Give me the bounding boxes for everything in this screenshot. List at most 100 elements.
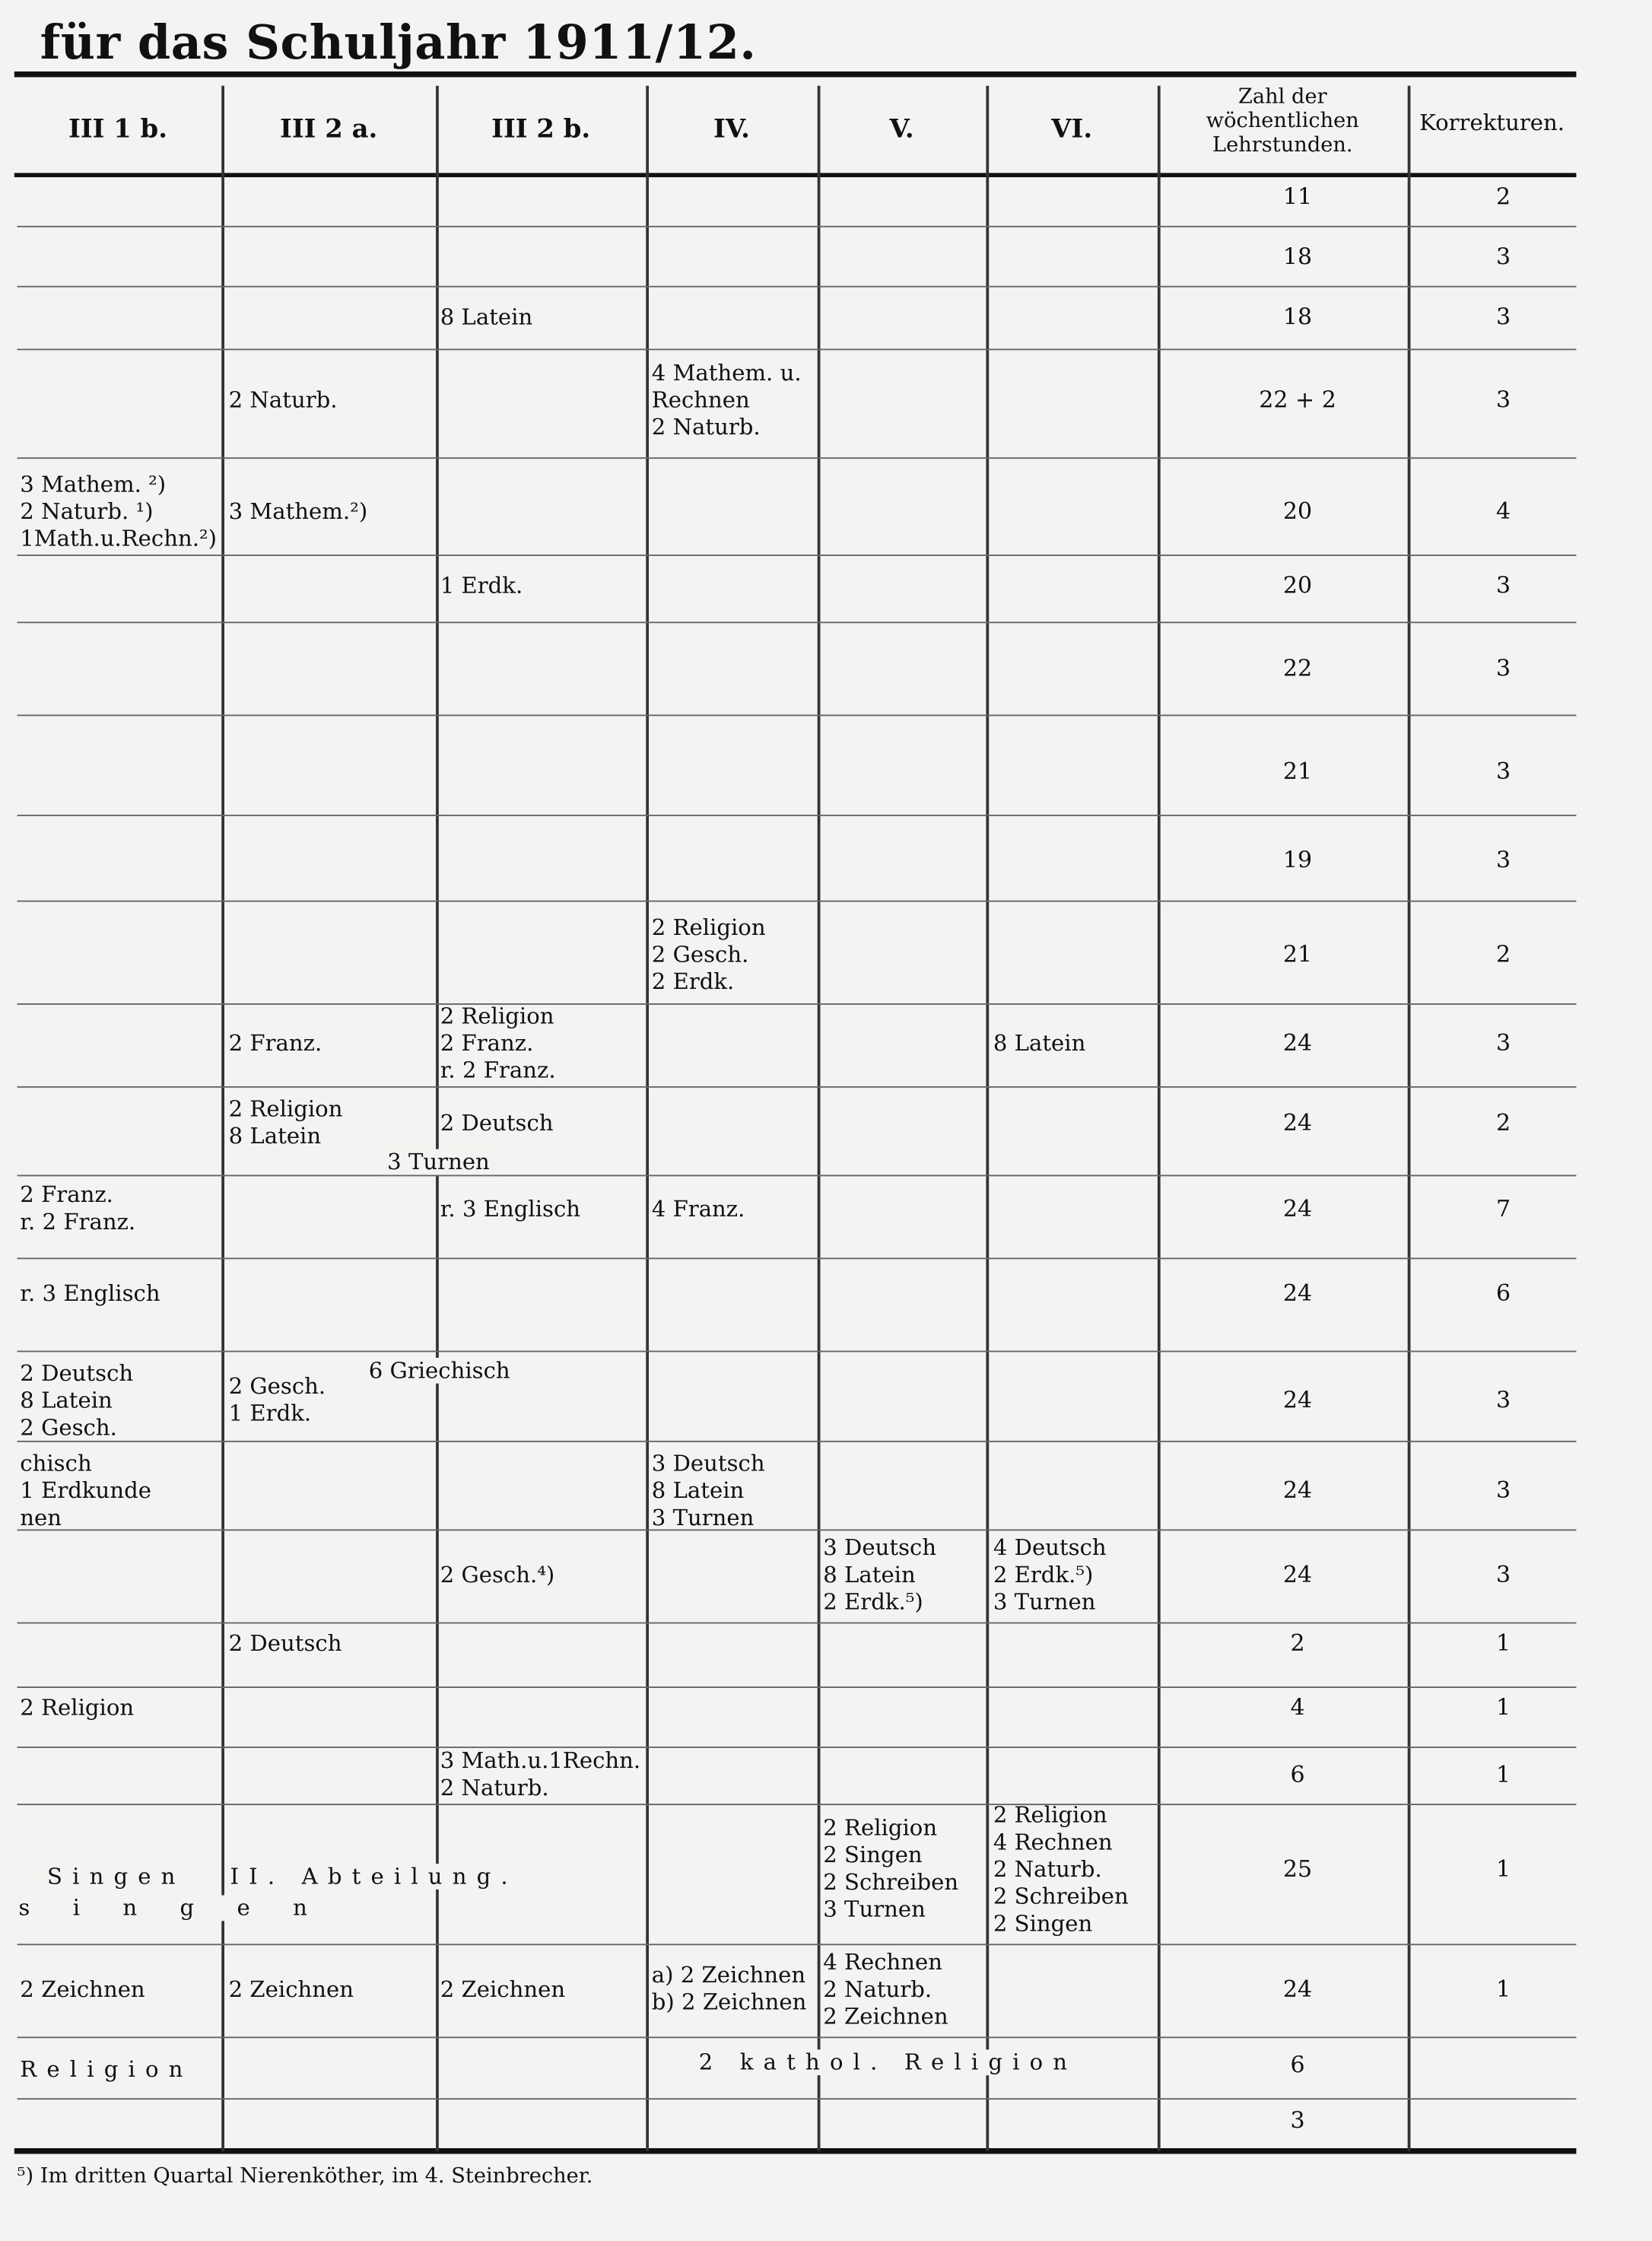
row-divider xyxy=(17,225,1577,227)
table-cell: 4 Rechnen 2 Naturb. 2 Zeichnen xyxy=(823,1948,948,2030)
row-divider xyxy=(17,900,1577,902)
table-cell: 8 Latein xyxy=(993,1029,1086,1056)
weekly-hours: 21 xyxy=(1282,940,1313,968)
row-divider xyxy=(17,555,1577,556)
row-divider xyxy=(17,348,1577,351)
column-divider xyxy=(986,85,989,2151)
row-divider xyxy=(17,621,1577,624)
row-divider xyxy=(17,1622,1577,1624)
weekly-hours: 24 xyxy=(1282,1560,1313,1588)
row-divider xyxy=(17,1944,1577,1946)
table-cell: 2 Religion xyxy=(20,1694,135,1721)
column-header: V. xyxy=(889,114,914,145)
weekly-hours: 6 xyxy=(1290,2051,1305,2078)
table-cell: 1 Erdk. xyxy=(440,572,523,599)
table-cell: a) 2 Zeichnen b) 2 Zeichnen xyxy=(651,1962,807,2016)
weekly-hours: 18 xyxy=(1282,243,1313,271)
page-title: für das Schuljahr 1911/12. xyxy=(40,14,757,71)
corrections-count: 1 xyxy=(1496,1975,1511,2003)
table-cell: 2 Religion 2 Gesch. 2 Erdk. xyxy=(651,914,766,994)
table-cell: 4 Deutsch 2 Erdk.⁵) 3 Turnen xyxy=(993,1534,1107,1615)
row-divider xyxy=(17,1804,1577,1806)
weekly-hours: 24 xyxy=(1282,1194,1313,1222)
corrections-count: 3 xyxy=(1496,846,1511,874)
row-divider xyxy=(17,1529,1577,1531)
weekly-hours: 24 xyxy=(1282,1386,1313,1414)
footnote: ⁵) Im dritten Quartal Nierenköther, im 4… xyxy=(17,2165,593,2189)
table-cell: 2 Religion 2 Franz. r. 2 Franz. xyxy=(440,1003,556,1083)
table-cell: 4 Mathem. u. Rechnen 2 Naturb. xyxy=(651,359,802,440)
weekly-hours: 6 xyxy=(1290,1760,1305,1788)
row-divider xyxy=(17,2098,1577,2100)
weekly-hours: 11 xyxy=(1282,183,1313,211)
row-divider xyxy=(17,1003,1577,1005)
row-divider xyxy=(17,457,1577,459)
row-divider xyxy=(17,714,1577,717)
row-divider xyxy=(17,285,1577,288)
column-header: III 2 b. xyxy=(491,114,591,145)
weekly-hours: 24 xyxy=(1282,1975,1313,2003)
weekly-hours: 20 xyxy=(1282,497,1313,525)
table-cell: chisch 1 Erdkunde nen xyxy=(20,1450,151,1531)
row-divider xyxy=(17,2036,1577,2039)
column-divider xyxy=(646,85,649,2151)
column-divider xyxy=(221,85,224,2151)
weekly-hours: 4 xyxy=(1290,1693,1305,1721)
table-cell: 2 Religion 2 Singen 2 Schreiben 3 Turnen xyxy=(823,1815,959,1923)
row-divider xyxy=(17,814,1577,816)
corrections-count: 1 xyxy=(1496,1760,1511,1788)
corrections-count: 2 xyxy=(1496,940,1511,968)
column-header: IV. xyxy=(713,114,750,145)
column-header: VI. xyxy=(1051,114,1093,145)
table-cell: 2 Religion 8 Latein xyxy=(228,1096,343,1149)
span-kathol-religion: 2 kathol. Religion xyxy=(694,2049,1082,2076)
corrections-count: 3 xyxy=(1496,386,1511,414)
header-bottom-rule xyxy=(14,173,1577,177)
span-religion: Religion xyxy=(20,2056,193,2083)
corrections-count: 4 xyxy=(1496,497,1511,525)
table-cell: r. 3 Englisch xyxy=(440,1195,581,1222)
row-divider xyxy=(17,1440,1577,1442)
weekly-hours: 22 xyxy=(1282,654,1313,682)
table-cell: 2 Gesch.⁴) xyxy=(440,1561,555,1588)
weekly-hours: 21 xyxy=(1282,757,1313,785)
corrections-count: 1 xyxy=(1496,1693,1511,1721)
weekly-hours: 18 xyxy=(1282,303,1313,331)
row-divider xyxy=(17,1175,1577,1177)
table-cell: 4 Franz. xyxy=(651,1195,745,1222)
weekly-hours: 19 xyxy=(1282,846,1313,874)
row-divider xyxy=(17,1686,1577,1688)
column-divider xyxy=(436,85,438,2151)
span-singen-2: singen xyxy=(14,1895,354,1922)
span-griechisch: 6 Griechisch xyxy=(364,1357,515,1384)
column-divider xyxy=(1157,85,1160,2151)
table-cell: 2 Naturb. xyxy=(228,386,338,413)
table-cell: 3 Deutsch 8 Latein 3 Turnen xyxy=(651,1450,765,1531)
weekly-hours: 24 xyxy=(1282,1279,1313,1307)
column-divider xyxy=(1407,85,1410,2151)
row-divider xyxy=(17,1350,1577,1353)
weekly-hours: 24 xyxy=(1282,1476,1313,1504)
column-header: Korrekturen. xyxy=(1419,110,1565,136)
table-cell: 2 Franz. r. 2 Franz. xyxy=(20,1181,136,1235)
table-cell: 2 Deutsch xyxy=(228,1629,342,1656)
weekly-hours: 22 + 2 xyxy=(1259,386,1336,414)
weekly-hours: 2 xyxy=(1290,1629,1305,1657)
table-bottom-rule xyxy=(14,2147,1577,2154)
table-cell: 2 Zeichnen xyxy=(228,1976,354,2002)
corrections-count: 7 xyxy=(1496,1194,1511,1222)
weekly-hours: 25 xyxy=(1282,1855,1313,1883)
column-header: III 2 a. xyxy=(280,114,378,145)
corrections-count: 2 xyxy=(1496,1109,1511,1136)
span-singen: Singen xyxy=(43,1864,190,1890)
table-cell: 2 Zeichnen xyxy=(440,1976,566,2002)
weekly-hours: 24 xyxy=(1282,1028,1313,1057)
table-cell: 2 Deutsch xyxy=(440,1109,554,1136)
corrections-count: 3 xyxy=(1496,1028,1511,1057)
corrections-count: 2 xyxy=(1496,183,1511,211)
corrections-count: 3 xyxy=(1496,1386,1511,1414)
column-header: III 1 b. xyxy=(68,114,167,145)
corrections-count: 3 xyxy=(1496,303,1511,331)
table-cell: 2 Gesch. 1 Erdk. xyxy=(228,1373,326,1427)
